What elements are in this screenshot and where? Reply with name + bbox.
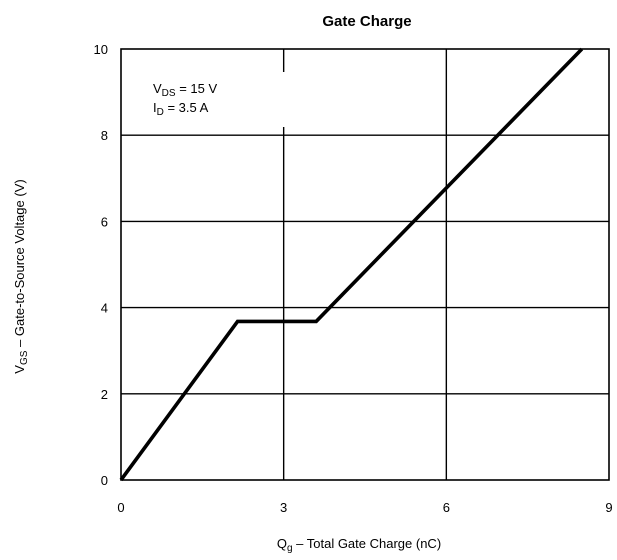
annotation-id: ID = 3.5 A bbox=[153, 100, 209, 118]
annotation-background bbox=[140, 72, 286, 127]
y-tick-label: 6 bbox=[101, 214, 108, 229]
y-tick-label: 0 bbox=[101, 473, 108, 488]
annotation-vds: VDS = 15 V bbox=[153, 81, 217, 99]
grid-lines bbox=[121, 49, 609, 480]
chart-title: Gate Charge bbox=[322, 13, 411, 30]
x-tick-label: 3 bbox=[280, 500, 287, 515]
y-tick-label: 10 bbox=[94, 42, 108, 57]
y-tick-labels: 0 2 4 6 8 10 bbox=[94, 42, 108, 488]
plot-frame bbox=[120, 48, 610, 481]
y-tick-label: 4 bbox=[101, 301, 108, 316]
series-line bbox=[119, 47, 584, 482]
x-tick-label: 6 bbox=[443, 500, 450, 515]
x-axis-label: Qg – Total Gate Charge (nC) bbox=[277, 536, 441, 554]
x-tick-labels: 0 3 6 9 bbox=[117, 500, 612, 515]
y-axis-label: VGS – Gate-to-Source Voltage (V) bbox=[12, 179, 30, 373]
y-tick-label: 2 bbox=[101, 387, 108, 402]
x-tick-label: 9 bbox=[605, 500, 612, 515]
x-tick-label: 0 bbox=[117, 500, 124, 515]
y-tick-label: 8 bbox=[101, 128, 108, 143]
